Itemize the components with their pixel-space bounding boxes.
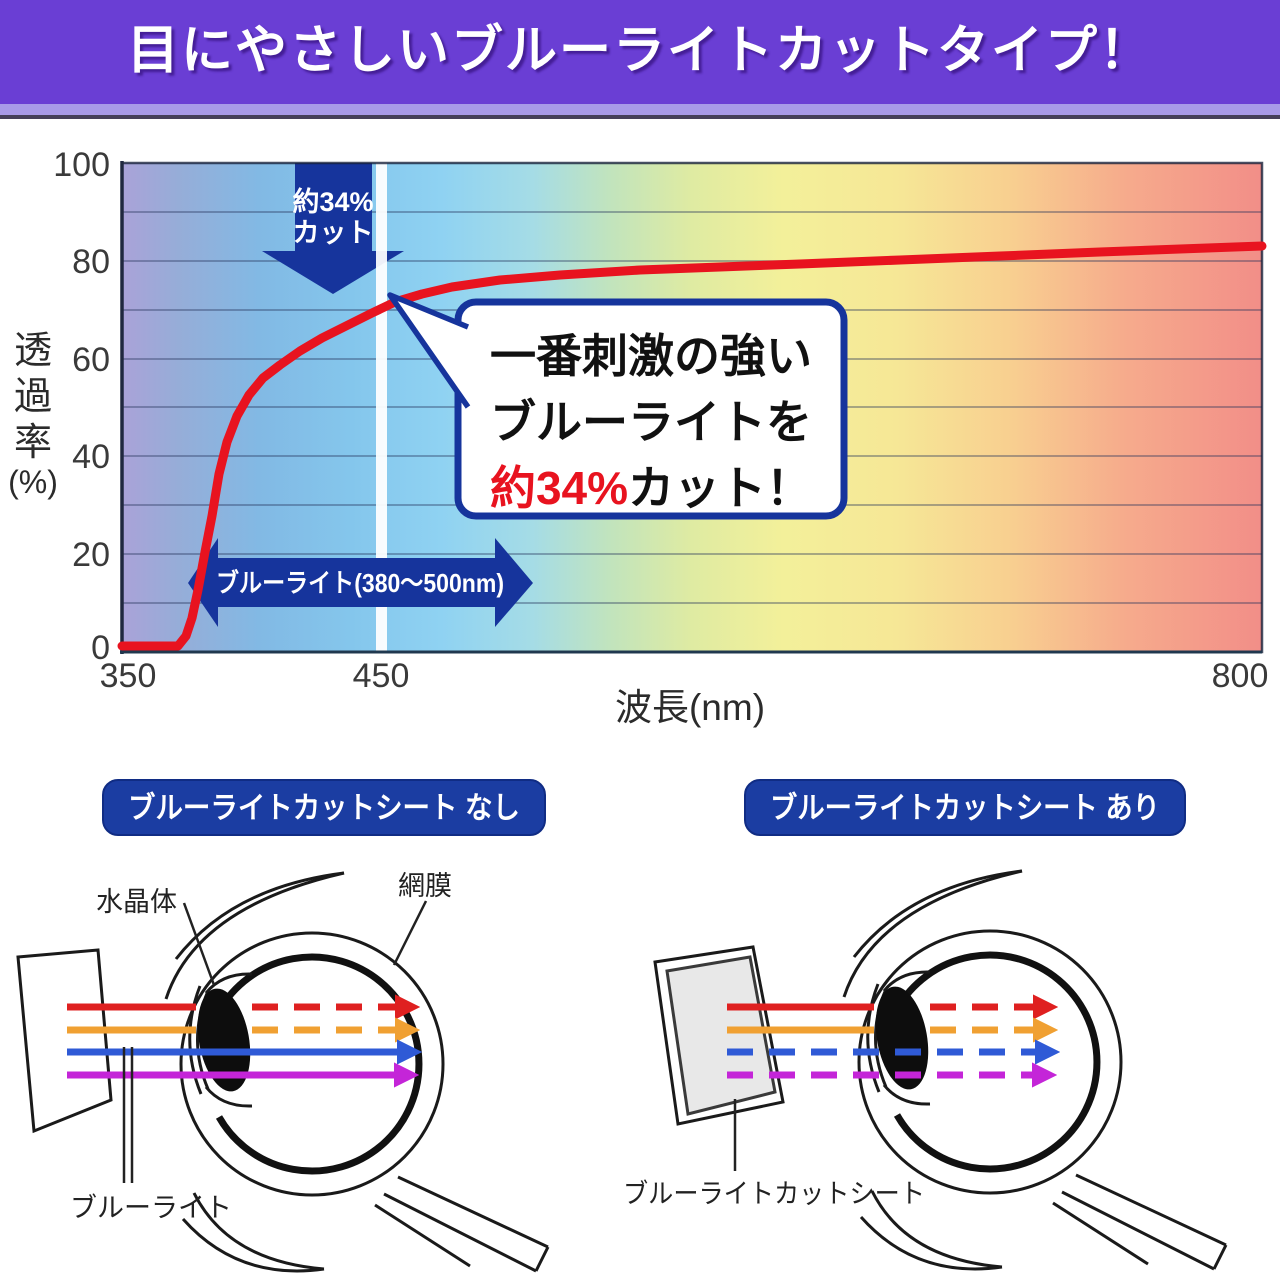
header-pill-left bbox=[102, 779, 546, 836]
callout-line2: ブルーライトを bbox=[490, 396, 812, 448]
header-pill-right bbox=[744, 779, 1186, 836]
diagram-without-sheet: ブルーライトカットシート なし 水晶体 網膜 ブルーライト bbox=[16, 779, 548, 1271]
sheet-label: ブルーライトカットシート bbox=[623, 1179, 925, 1209]
banner-bottom-strip bbox=[0, 104, 1280, 115]
diagram-with-sheet: ブルーライトカットシート あり ブルーライトカットシート bbox=[623, 779, 1226, 1269]
y-axis-title: 透 過 率 (%) bbox=[8, 330, 58, 500]
y-tick-60: 60 bbox=[72, 341, 110, 379]
y-tick-labels: 100 80 60 40 20 0 bbox=[53, 146, 110, 667]
x-axis-title: 波長(nm) bbox=[615, 687, 765, 728]
y-tick-80: 80 bbox=[72, 243, 110, 281]
rays-right bbox=[727, 994, 1061, 1088]
callout-line3: 約34%カット！ bbox=[490, 462, 812, 514]
y-tick-100: 100 bbox=[53, 146, 110, 184]
eye-diagrams: ブルーライトカットシート なし 水晶体 網膜 ブルーライト bbox=[16, 779, 1280, 1288]
x-tick-350: 350 bbox=[100, 657, 157, 695]
callout-line1: 一番刺激の強い bbox=[490, 330, 812, 382]
x-tick-800: 800 bbox=[1212, 657, 1269, 695]
blue-light-label: ブルーライト bbox=[70, 1193, 232, 1223]
screen-left bbox=[16, 948, 113, 1134]
transmittance-chart: 約34% カット ブルーライト(380〜500nm) 一番刺激の強い ブルーライ… bbox=[8, 146, 1269, 728]
blue-light-leader-lines bbox=[122, 1047, 134, 1183]
banner-bottom-edge bbox=[0, 115, 1280, 119]
y-tick-0: 0 bbox=[91, 629, 110, 667]
y-tick-20: 20 bbox=[72, 536, 110, 574]
cut-arrow-label-line1: 約34% bbox=[292, 186, 373, 217]
y-axis-unit: (%) bbox=[8, 464, 58, 500]
reference-line-450nm bbox=[376, 163, 387, 652]
svg-text:率: 率 bbox=[14, 422, 52, 464]
banner: 目にやさしいブルーライトカットタイプ！ bbox=[0, 0, 1280, 119]
header-right-label: ブルーライトカットシート あり bbox=[770, 791, 1160, 825]
svg-text:透: 透 bbox=[14, 330, 52, 372]
header-left-label: ブルーライトカットシート なし bbox=[128, 791, 520, 825]
x-tick-450: 450 bbox=[353, 657, 410, 695]
lens-label: 水晶体 bbox=[96, 887, 177, 917]
lens-leader-line bbox=[182, 902, 216, 986]
retina-label: 網膜 bbox=[398, 871, 452, 901]
callout-bubble: 一番刺激の強い ブルーライトを 約34%カット！ bbox=[387, 292, 848, 520]
callout-line3-rest: カット！ bbox=[628, 462, 812, 514]
retina-leader-line bbox=[392, 900, 428, 966]
transmittance-curve bbox=[117, 241, 1267, 651]
blue-light-band-label: ブルーライト(380〜500nm) bbox=[216, 568, 504, 598]
callout-line3-highlight: 約34% bbox=[490, 462, 628, 514]
cut-arrow-label-line2: カット bbox=[293, 218, 374, 248]
cut-down-arrow: 約34% カット bbox=[262, 163, 404, 294]
banner-title: 目にやさしいブルーライトカットタイプ！ bbox=[126, 22, 1153, 80]
svg-text:過: 過 bbox=[14, 376, 52, 418]
eye-right bbox=[844, 871, 1226, 1269]
y-tick-40: 40 bbox=[72, 438, 110, 476]
callout-tail bbox=[387, 292, 471, 409]
x-tick-labels: 350 450 800 bbox=[100, 657, 1269, 695]
